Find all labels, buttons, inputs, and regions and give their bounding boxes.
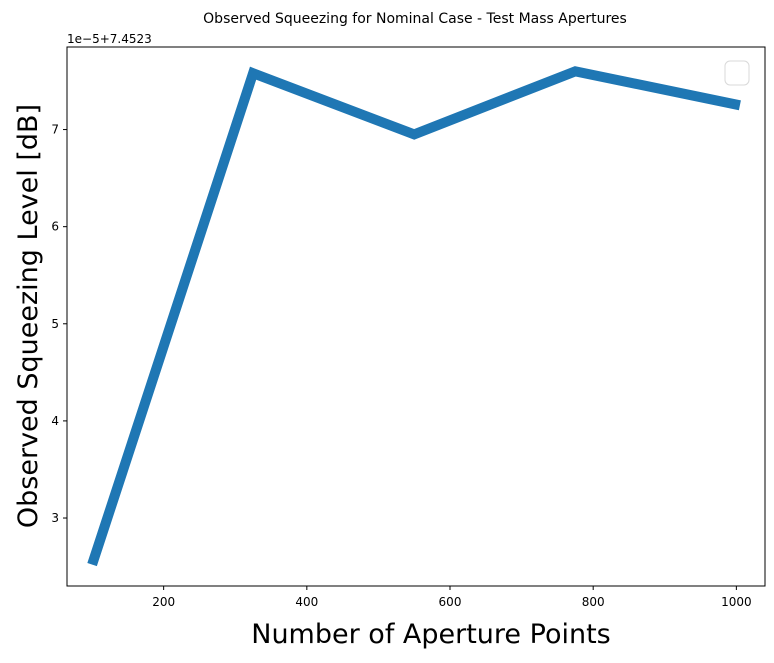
x-tick-label: 400 <box>295 595 318 609</box>
x-tick-label: 800 <box>582 595 605 609</box>
legend-box <box>725 61 749 85</box>
x-tick-label: 200 <box>152 595 175 609</box>
y-axis-ticks: 3 4 5 6 7 <box>51 123 67 525</box>
y-axis-label: Observed Squeezing Level [dB] <box>13 104 44 528</box>
y-tick-label: 4 <box>51 414 59 428</box>
y-tick-label: 6 <box>51 220 59 234</box>
x-tick-label: 1000 <box>721 595 752 609</box>
y-tick-label: 3 <box>51 511 59 525</box>
series-group <box>92 71 740 565</box>
x-axis-ticks: 200 400 600 800 1000 <box>152 586 751 609</box>
y-tick-label: 7 <box>51 123 59 137</box>
x-axis-label: Number of Aperture Points <box>251 619 610 650</box>
x-tick-label: 600 <box>439 595 462 609</box>
y-tick-label: 5 <box>51 317 59 331</box>
y-offset-text: 1e−5+7.4523 <box>67 32 152 46</box>
series-line <box>92 71 740 564</box>
chart-title: Observed Squeezing for Nominal Case - Te… <box>203 11 627 27</box>
